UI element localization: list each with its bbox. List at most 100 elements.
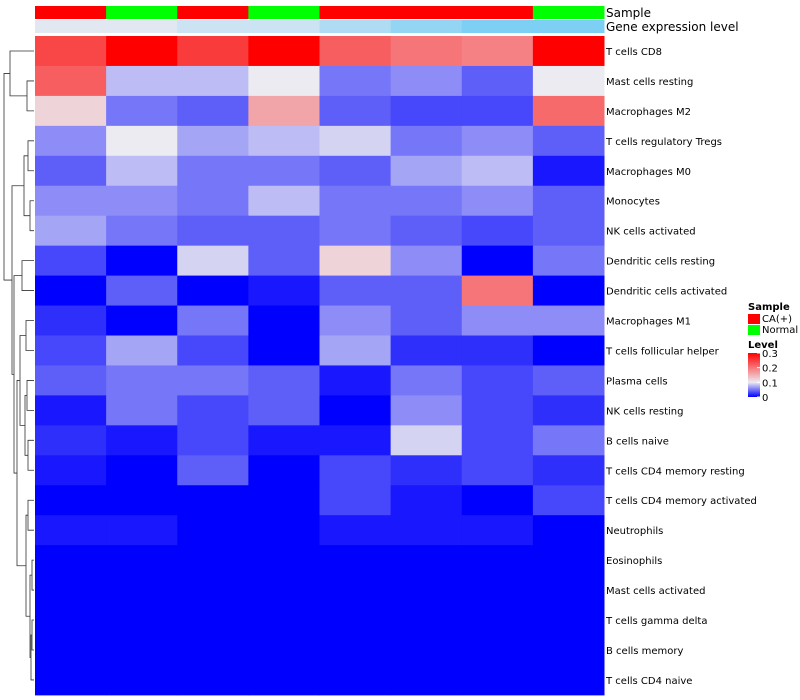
heatmap-cell — [461, 65, 534, 97]
dendrogram-branch — [9, 50, 34, 97]
heatmap-cell — [35, 185, 107, 217]
heatmap-cell — [461, 335, 534, 366]
heatmap-cell — [461, 395, 534, 426]
heatmap-cell — [532, 185, 605, 217]
sample-annotation-cell — [319, 6, 392, 19]
heatmap-cell — [532, 455, 605, 486]
heatmap-cell — [35, 575, 107, 606]
heatmap-cell — [390, 664, 463, 696]
row-label: Neutrophils — [606, 526, 663, 537]
heatmap-cell — [319, 155, 392, 187]
row-dendrogram — [3, 50, 34, 681]
heatmap-cell — [248, 275, 320, 307]
heatmap-cell — [319, 305, 392, 336]
dendrogram-branch — [27, 140, 34, 172]
heatmap-cell — [35, 335, 107, 366]
legend-swatch-ca — [748, 314, 760, 324]
heatmap-cell — [390, 95, 463, 127]
heatmap-cell — [35, 485, 107, 516]
heatmap-cell — [35, 95, 107, 127]
heatmap-cell — [390, 275, 463, 307]
heatmap-cell — [390, 36, 463, 67]
heatmap-cell — [319, 575, 392, 606]
heatmap-cell — [319, 185, 392, 217]
annotation-label-expression: Gene expression level — [606, 20, 739, 34]
dendrogram-branch — [30, 634, 34, 681]
expression-annotation-cell — [35, 20, 107, 33]
heatmap-cell — [461, 365, 534, 396]
heatmap-cell — [319, 635, 392, 666]
heatmap-cell — [248, 515, 320, 546]
heatmap-cell — [177, 185, 249, 217]
heatmap-cell — [177, 245, 249, 277]
heatmap-cell — [177, 305, 249, 336]
heatmap-cell — [177, 36, 249, 67]
heatmap-cell — [177, 215, 249, 247]
column-annotations — [35, 6, 605, 33]
heatmap-cell — [461, 215, 534, 247]
legend-color-bar — [748, 353, 760, 397]
heatmap-cell — [319, 95, 392, 127]
heatmap-cell — [390, 305, 463, 336]
dendrogram-branch — [31, 559, 34, 591]
heatmap-cell — [390, 365, 463, 396]
dendrogram-branch — [13, 275, 22, 474]
expression-annotation-cell — [532, 20, 605, 33]
dendrogram-branch — [24, 395, 28, 456]
row-label: T cells regulatory Tregs — [605, 137, 722, 148]
heatmap-cell — [319, 605, 392, 636]
heatmap-cell — [248, 305, 320, 336]
heatmap-cell — [532, 65, 605, 97]
heatmap-cell — [35, 215, 107, 247]
row-label: Macrophages M2 — [606, 107, 691, 118]
heatmap-cell — [390, 635, 463, 666]
heatmap-cell — [106, 515, 178, 546]
row-label: T cells CD4 naive — [605, 676, 692, 687]
heatmap-cell — [390, 545, 463, 576]
row-labels: T cells CD8 Mast cells resting Macrophages… — [605, 47, 757, 687]
heatmap-cell — [532, 664, 605, 696]
heatmap-cell — [319, 455, 392, 486]
legend-tick-label: 0.3 — [762, 349, 778, 360]
heatmap-cell — [461, 545, 534, 576]
dendrogram-branch — [26, 380, 34, 411]
row-label: Eosinophils — [606, 556, 662, 567]
heatmap-cell — [390, 155, 463, 187]
heatmap-cell — [106, 125, 178, 157]
heatmap-cell — [461, 664, 534, 696]
heatmap-cell — [177, 395, 249, 426]
dendrogram-branch — [23, 155, 30, 217]
row-label: Monocytes — [606, 197, 660, 208]
heatmap-cell — [248, 545, 320, 576]
heatmap-cell — [248, 455, 320, 486]
heatmap-cell — [390, 335, 463, 366]
heatmap-cell — [461, 245, 534, 277]
dendrogram-branch — [25, 320, 34, 351]
heatmap-cell — [35, 395, 107, 426]
heatmap-cell — [461, 605, 534, 636]
legend-sample-title: Sample — [748, 302, 790, 313]
heatmap-cell — [248, 365, 320, 396]
heatmap-cell — [35, 65, 107, 97]
heatmap-cell — [319, 395, 392, 426]
heatmap-cell — [532, 635, 605, 666]
sample-annotation-cell — [390, 6, 463, 19]
legend: Sample CA(+) Normal Level 0.3 0.2 0.1 0 — [748, 302, 798, 404]
legend-tick-label: 0.2 — [762, 364, 778, 375]
expression-annotation-cell — [248, 20, 320, 33]
heatmap-cell — [35, 125, 107, 157]
heatmap-cell — [532, 95, 605, 127]
heatmap-cell — [319, 275, 392, 307]
heatmap-cell — [461, 575, 534, 606]
heatmap-cell — [532, 275, 605, 307]
expression-annotation-cell — [390, 20, 463, 33]
heatmap-cell — [390, 605, 463, 636]
heatmap-cell — [461, 95, 534, 127]
heatmap-cell — [177, 664, 249, 696]
heatmap-cell — [248, 485, 320, 516]
dendrogram-branch — [27, 439, 34, 471]
sample-annotation-cell — [461, 6, 534, 19]
heatmap-cell — [106, 575, 178, 606]
row-label: NK cells resting — [606, 406, 683, 417]
